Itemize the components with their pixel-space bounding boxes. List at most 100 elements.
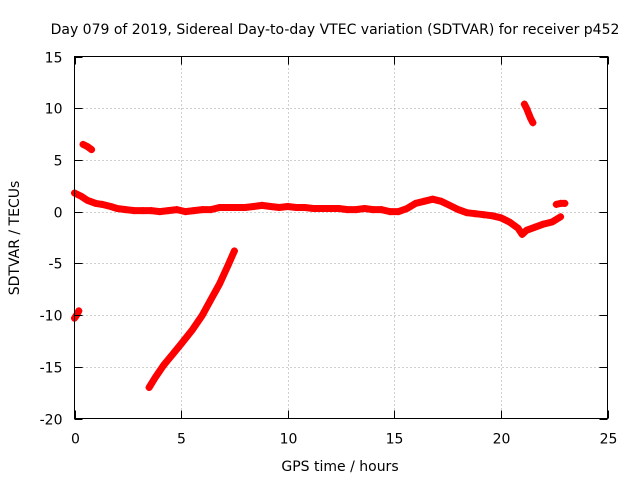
data-point: [525, 109, 533, 117]
data-point: [557, 213, 565, 221]
data-point: [88, 146, 96, 154]
y-tick-label: -15: [40, 361, 63, 377]
data-point: [181, 208, 189, 216]
y-axis-label: SDTVAR / TECUs: [7, 181, 23, 296]
data-point: [250, 202, 258, 210]
data-point: [258, 201, 266, 209]
data-point: [326, 205, 334, 213]
series-band: [145, 247, 238, 391]
data-point: [301, 204, 309, 212]
data-layer: [71, 100, 569, 391]
data-point: [83, 142, 91, 150]
data-point: [122, 206, 130, 214]
series-low-start-segment: [71, 307, 83, 322]
y-tick-label: 0: [54, 206, 63, 222]
x-tick-label: 0: [71, 432, 80, 448]
data-point: [233, 204, 241, 212]
data-point: [98, 200, 106, 208]
data-point: [552, 200, 560, 208]
data-point: [215, 204, 223, 212]
data-point: [488, 212, 496, 220]
data-point: [156, 208, 164, 216]
data-point: [561, 199, 569, 207]
y-tick-label: 10: [45, 102, 63, 118]
data-point: [505, 218, 513, 226]
data-point: [147, 207, 155, 215]
data-point: [520, 100, 528, 108]
data-point: [107, 202, 115, 210]
data-point: [360, 205, 368, 213]
y-tick-label: 5: [54, 154, 63, 170]
data-point: [531, 223, 539, 231]
x-tick-label: 25: [600, 432, 618, 448]
data-point: [169, 350, 177, 358]
data-point: [369, 206, 377, 214]
series-band: [71, 189, 565, 238]
data-point: [395, 208, 403, 216]
data-point: [522, 104, 530, 112]
series-late-offset-segment: [552, 199, 569, 208]
data-point: [241, 204, 249, 212]
data-point: [437, 197, 445, 205]
data-point: [224, 204, 232, 212]
data-point: [188, 327, 196, 335]
data-point: [429, 195, 437, 203]
data-point: [145, 383, 153, 391]
series-descending-early-segment: [79, 140, 96, 154]
axis-ticks: [74, 56, 609, 420]
data-point: [335, 205, 343, 213]
data-point: [173, 206, 181, 214]
data-point: [177, 340, 185, 348]
data-point: [446, 201, 454, 209]
data-point: [275, 204, 283, 212]
data-point: [454, 206, 462, 214]
chart-title: Day 079 of 2019, Sidereal Day-to-day VTE…: [51, 22, 620, 38]
x-tick-label: 20: [493, 432, 511, 448]
data-point: [79, 140, 87, 148]
data-point: [514, 224, 522, 232]
x-tick-label: 15: [386, 432, 404, 448]
data-point: [207, 206, 215, 214]
data-point: [412, 199, 420, 207]
series-main-band: [71, 189, 565, 238]
data-point: [292, 204, 300, 212]
data-point: [164, 207, 172, 215]
data-point: [284, 202, 292, 210]
x-tick-label: 5: [177, 432, 186, 448]
data-point: [403, 205, 411, 213]
data-point: [198, 206, 206, 214]
data-point: [378, 206, 386, 214]
y-tick-label: 15: [45, 51, 63, 67]
data-point: [160, 361, 168, 369]
data-point: [75, 307, 83, 315]
data-point: [152, 373, 160, 381]
data-point: [518, 230, 526, 238]
data-point: [540, 220, 548, 228]
data-point: [190, 207, 198, 215]
data-point: [352, 206, 360, 214]
data-point: [480, 211, 488, 219]
y-tick-label: -20: [40, 413, 63, 429]
data-point: [267, 202, 275, 210]
x-axis-label: GPS time / hours: [281, 459, 398, 475]
y-tick-label: -10: [40, 309, 63, 325]
axis-tick-labels: 0 5 10 15 20 25 -20 -15 -10 -5 0 5 10 15: [40, 51, 618, 448]
series-rising-segment: [145, 247, 238, 391]
data-point: [497, 214, 505, 222]
data-point: [343, 206, 351, 214]
data-point: [420, 197, 428, 205]
data-point: [139, 207, 147, 215]
grid: [74, 56, 608, 419]
data-point: [113, 205, 121, 213]
data-point: [215, 280, 223, 288]
data-point: [463, 209, 471, 217]
data-point: [527, 115, 535, 123]
data-point: [92, 199, 100, 207]
plot-frame: [74, 56, 608, 419]
data-point: [130, 207, 138, 215]
data-point: [77, 192, 85, 200]
data-point: [471, 210, 479, 218]
data-point: [309, 205, 317, 213]
data-point: [548, 218, 556, 226]
data-point: [522, 226, 530, 234]
